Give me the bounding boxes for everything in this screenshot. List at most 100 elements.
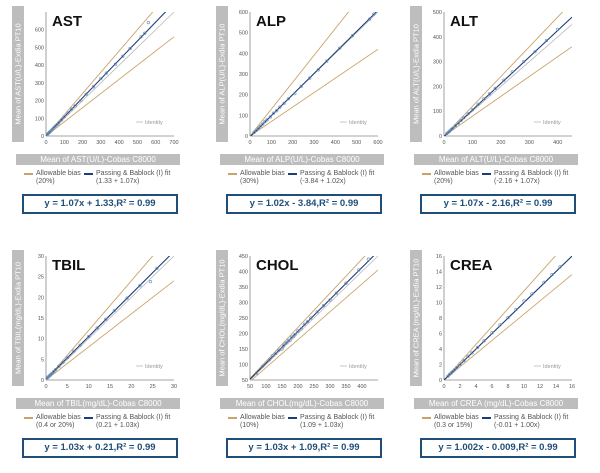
data-point	[252, 130, 256, 134]
y-tick-label: 2	[439, 363, 442, 369]
bias-line-lower	[251, 269, 378, 380]
fit-line	[250, 12, 378, 136]
legend-fit: Passing & Bablock (I) fit (-2.16 + 1.07x…	[482, 170, 568, 186]
y-tick-label: 200	[239, 93, 248, 99]
data-point	[299, 84, 303, 88]
fit-line	[46, 256, 171, 380]
data-point	[522, 59, 526, 64]
y-tick-label: 500	[433, 10, 442, 16]
y-tick-label: 500	[239, 31, 248, 37]
data-point	[286, 338, 290, 342]
regression-equation: y = 1.002x - 0.009,R² = 0.99	[420, 438, 576, 458]
data-point	[321, 303, 326, 308]
legend-fit-label: Passing & Bablock (I) fit	[96, 414, 171, 421]
data-point	[125, 296, 129, 300]
y-axis-label-group: Mean of ALP(U/L)-Exdia PT10	[216, 6, 228, 142]
data-point	[283, 341, 287, 346]
data-point	[462, 116, 466, 120]
legend-fit-sub: (1.09 + 1.03x)	[300, 422, 344, 429]
fit-line	[46, 12, 167, 136]
y-axis-label-group: Mean of CHOL(mg/dL)-Exdia PT10	[216, 250, 228, 386]
data-point	[446, 374, 450, 378]
x-tick-label: 150	[277, 384, 286, 390]
data-point	[65, 356, 69, 360]
x-tick-label: 400	[357, 384, 366, 390]
chart-title: CREA	[450, 257, 493, 274]
data-point	[47, 374, 51, 378]
data-point	[66, 111, 70, 115]
y-axis-label: Mean of TBIL(mg/dL)-Exdia PT10	[14, 262, 23, 374]
data-point	[59, 118, 64, 122]
data-point	[502, 78, 506, 82]
data-point	[453, 123, 457, 128]
data-point	[273, 351, 278, 355]
data-point	[372, 12, 376, 16]
x-tick-label: 300	[96, 140, 105, 146]
x-axis-label: Mean of ALP(U/L)-Cobas C8000	[220, 154, 384, 165]
x-tick-label: 300	[325, 384, 334, 390]
data-point	[61, 360, 65, 364]
chart-title: ALT	[450, 13, 478, 30]
y-tick-label: 150	[239, 347, 248, 353]
x-tick-label: 100	[60, 140, 69, 146]
chart-panel-ast: Mean of AST(U/L)-Exdia PT10 AST 0 100 200 300…	[12, 4, 192, 224]
y-axis-label-box	[12, 6, 24, 142]
x-tick-label: 25	[150, 384, 156, 390]
regression-equation: y = 1.02x - 3.84,R² = 0.99	[226, 194, 382, 214]
data-point	[256, 126, 261, 130]
identity-legend-label: Identity	[349, 364, 367, 370]
data-point	[498, 323, 502, 327]
regression-equation: y = 1.03x + 0.21,R² = 0.99	[22, 438, 178, 458]
bias-line-upper	[444, 12, 564, 136]
y-tick-label: 16	[436, 254, 442, 260]
x-tick-label: 6	[490, 384, 493, 390]
scatter-plot: Mean of ALT(U/L)-Exdia PT10 ALT 0 100 200 300…	[410, 6, 572, 146]
data-point	[476, 102, 480, 106]
y-tick-label: 0	[439, 378, 442, 384]
plot-area	[46, 12, 174, 136]
data-point	[53, 124, 57, 128]
bias-line-lower	[46, 36, 174, 136]
data-point	[482, 339, 486, 343]
identity-legend: Identity	[340, 120, 367, 126]
legend-fit-sub: (-0.01 + 1.00x)	[494, 422, 540, 429]
data-point	[277, 348, 281, 352]
x-tick-label: 4	[474, 384, 477, 390]
data-point	[487, 92, 492, 96]
legend-bias-sub: (0.4 or 20%)	[36, 422, 75, 429]
data-point	[278, 105, 282, 109]
y-axis-label: Mean of ALP(U/L)-Exdia PT10	[218, 24, 227, 125]
y-tick-label: 250	[239, 316, 248, 322]
legend-bias-label: Allowable bias	[240, 170, 285, 177]
data-point	[139, 35, 143, 39]
data-point	[475, 345, 480, 350]
x-tick-label: 700	[169, 140, 178, 146]
y-tick-label: 300	[239, 72, 248, 78]
legend-bias-label: Allowable bias	[36, 414, 81, 421]
data-point	[456, 121, 460, 125]
y-tick-label: 10	[38, 337, 44, 343]
data-point	[46, 375, 50, 379]
data-point	[299, 327, 303, 331]
x-tick-label: 10	[86, 384, 92, 390]
y-tick-label: 15	[38, 316, 44, 322]
data-point	[506, 316, 510, 320]
data-point	[293, 333, 297, 337]
identity-line	[46, 256, 174, 380]
identity-legend: Identity	[534, 364, 561, 370]
data-point	[490, 331, 494, 335]
chart-panel-alt: Mean of ALT(U/L)-Exdia PT10 ALT 0 100 200 300…	[410, 4, 590, 224]
x-tick-label: 500	[352, 140, 361, 146]
legend-bias-swatch	[24, 417, 33, 419]
identity-line	[46, 12, 174, 136]
y-tick-label: 100	[239, 113, 248, 119]
legend-fit: Passing & Bablock (I) fit (-0.01 + 1.00x…	[482, 414, 568, 430]
data-point	[450, 126, 455, 130]
y-tick-label: 200	[239, 332, 248, 338]
data-point	[350, 34, 354, 38]
data-point	[334, 291, 338, 295]
data-point	[544, 38, 548, 43]
fit-line	[444, 16, 572, 136]
data-point	[121, 54, 125, 58]
legend-fit-swatch	[288, 417, 297, 419]
